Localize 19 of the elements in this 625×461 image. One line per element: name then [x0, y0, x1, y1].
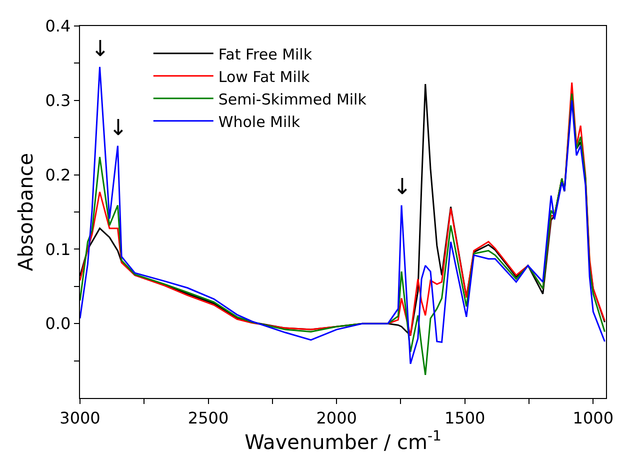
x-tick-label: 2500: [188, 408, 229, 428]
annotation: ↓: [109, 116, 128, 141]
y-axis-title: Absorbance: [14, 152, 38, 272]
x-tick-label: 2000: [316, 408, 357, 428]
legend-label: Semi-Skimmed Milk: [218, 90, 367, 108]
y-tick-label: 0.4: [45, 16, 71, 36]
y-tick-label: 0.3: [45, 91, 71, 110]
legend-label: Whole Milk: [218, 112, 300, 131]
y-tick-label: 0.2: [45, 165, 71, 184]
x-tick-label: 1000: [572, 408, 614, 428]
annotation: ↓: [91, 37, 110, 62]
y-tick-label: 0.0: [45, 314, 71, 334]
x-tick-label: 3000: [60, 408, 100, 428]
annotation: ↓: [393, 175, 412, 200]
legend-label: Fat Free Milk: [218, 45, 312, 64]
y-tick-label: 0.1: [45, 240, 71, 259]
legend-label: Low Fat Milk: [218, 68, 310, 86]
x-tick-label: 1500: [444, 408, 486, 428]
x-axis-title: Wavenumber / cm$^{-1}$: [244, 428, 442, 454]
